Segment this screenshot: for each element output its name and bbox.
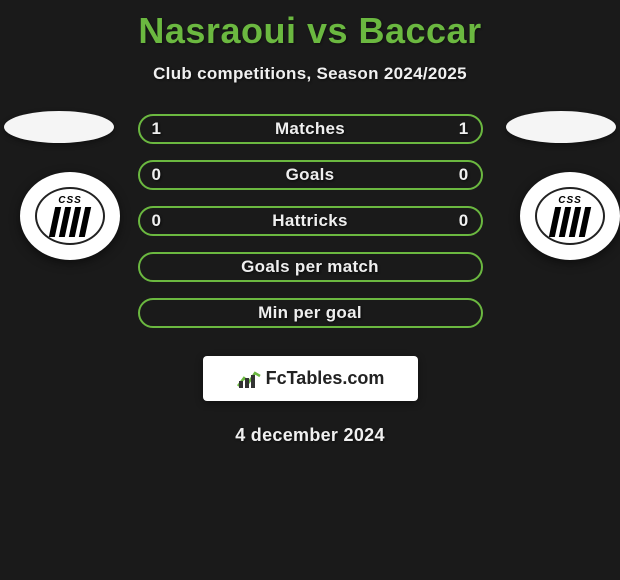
stat-row-min-per-goal: Min per goal [138, 298, 483, 328]
subtitle: Club competitions, Season 2024/2025 [0, 64, 620, 84]
stat-value-right: 0 [459, 211, 469, 231]
country-flag-right [506, 111, 616, 143]
chart-icon [236, 368, 262, 390]
branding-text: FcTables.com [266, 368, 385, 389]
stat-value-left: 1 [152, 119, 162, 139]
stat-label: Matches [140, 119, 481, 139]
stat-label: Goals [140, 165, 481, 185]
stat-row-matches: 1 Matches 1 [138, 114, 483, 144]
stats-area: CSS CSS 1 Matches 1 0 Goals 0 0 Hattrick… [0, 114, 620, 328]
club-crest-right: CSS [520, 172, 620, 260]
date-label: 4 december 2024 [0, 425, 620, 446]
stat-label: Goals per match [140, 257, 481, 277]
stat-label: Min per goal [140, 303, 481, 323]
stat-value-right: 1 [459, 119, 469, 139]
branding-badge[interactable]: FcTables.com [203, 356, 418, 401]
stat-row-hattricks: 0 Hattricks 0 [138, 206, 483, 236]
stripes-icon [552, 207, 588, 237]
stat-bars: 1 Matches 1 0 Goals 0 0 Hattricks 0 Goal… [138, 114, 483, 328]
stat-row-goals: 0 Goals 0 [138, 160, 483, 190]
club-crest-left: CSS [20, 172, 120, 260]
stat-row-goals-per-match: Goals per match [138, 252, 483, 282]
page-title: Nasraoui vs Baccar [0, 0, 620, 52]
crest-label-left: CSS [58, 195, 82, 206]
stat-value-left: 0 [152, 211, 162, 231]
stat-label: Hattricks [140, 211, 481, 231]
stripes-icon [52, 207, 88, 237]
stat-value-left: 0 [152, 165, 162, 185]
country-flag-left [4, 111, 114, 143]
crest-label-right: CSS [558, 195, 582, 206]
stat-value-right: 0 [459, 165, 469, 185]
